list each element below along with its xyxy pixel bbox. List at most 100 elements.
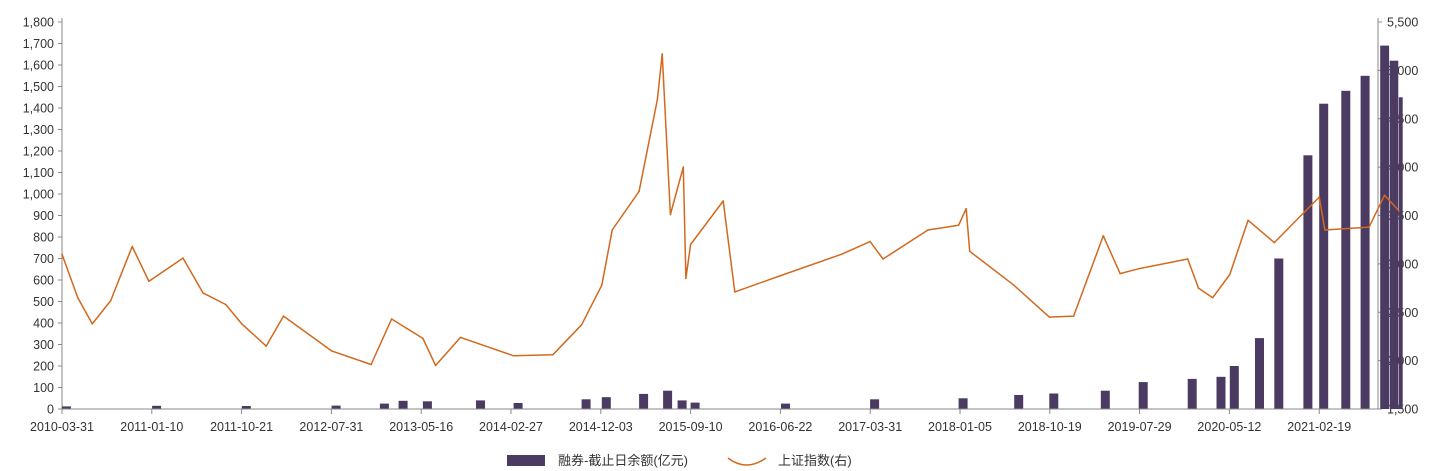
line-point <box>1119 272 1121 275</box>
x-axis: 2010-03-31 2011-01-10 2011-10-21 2012-07-31… <box>30 408 1378 434</box>
x-axis-tick-label: 2018-10-19 <box>1018 420 1082 434</box>
x-axis-tick-label: 2016-06-22 <box>748 420 812 434</box>
line-point <box>1273 241 1276 244</box>
bar <box>1303 155 1313 409</box>
left-axis-tick-label: 400 <box>33 317 54 331</box>
line-point <box>638 190 640 193</box>
line-point <box>91 323 94 325</box>
line-point <box>685 277 687 280</box>
line-point <box>722 200 724 202</box>
bar <box>663 390 673 409</box>
line-point <box>109 299 112 302</box>
line-point <box>1048 316 1051 318</box>
bar <box>422 401 432 409</box>
line-point <box>1197 287 1200 289</box>
right-axis-tick-label: 5,500 <box>1387 16 1418 30</box>
left-axis-tick-label: 1,300 <box>23 123 54 137</box>
x-axis-tick-label: 2017-03-31 <box>838 420 902 434</box>
bar <box>781 403 790 409</box>
left-axis-tick-label: 1,800 <box>23 16 54 30</box>
x-axis-tick-label: 2015-09-10 <box>659 420 723 434</box>
left-axis-tick-label: 1,000 <box>23 188 54 202</box>
left-axis-tick-label: 1,200 <box>23 145 54 159</box>
x-axis-tick-label: 2021-02-19 <box>1287 420 1351 434</box>
x-axis-tick-label: 2014-02-27 <box>479 420 543 434</box>
line-point <box>552 354 554 356</box>
line-point <box>1398 209 1400 212</box>
bar <box>870 399 880 409</box>
x-axis-tick-label: 2013-05-16 <box>389 420 453 434</box>
legend-bar-swatch <box>507 455 545 466</box>
line-point <box>1137 267 1140 270</box>
line-point <box>241 323 243 325</box>
bar <box>1049 393 1059 409</box>
bar <box>1100 390 1110 409</box>
bar <box>1138 382 1148 409</box>
line-series <box>61 53 1400 367</box>
line-point <box>682 166 685 168</box>
line-point <box>131 245 133 248</box>
left-axis-tick-label: 200 <box>33 360 54 374</box>
line-point <box>265 345 268 347</box>
line-point <box>601 284 603 287</box>
bar <box>639 393 649 409</box>
bar <box>1360 75 1370 410</box>
x-axis-tick-label: 2011-10-21 <box>210 420 273 434</box>
bar <box>1380 45 1390 409</box>
legend-line-label: 上证指数(右) <box>778 453 852 468</box>
line-point <box>661 53 663 55</box>
line-point <box>1211 296 1214 299</box>
left-axis-tick-label: 800 <box>33 231 54 245</box>
left-axis: 0 100 200 300 400 500 600 700 800 900 1,000 1,100 1,… <box>23 16 63 417</box>
line-point <box>965 207 967 210</box>
left-axis-tick-label: 900 <box>33 209 54 223</box>
left-axis-tick-label: 1,100 <box>23 166 54 180</box>
bar <box>1229 366 1239 409</box>
line-point <box>780 274 782 277</box>
line-point <box>957 224 960 226</box>
line-point <box>669 213 672 216</box>
bar <box>62 406 71 409</box>
bar <box>690 402 700 409</box>
line-point <box>1072 315 1075 317</box>
bar <box>1341 90 1351 410</box>
line-point <box>1247 219 1249 222</box>
left-axis-tick-label: 1,400 <box>23 102 54 116</box>
line-point <box>1368 226 1370 228</box>
x-axis-tick-label: 2019-07-29 <box>1108 420 1172 434</box>
bar <box>379 403 389 409</box>
bar <box>476 400 485 409</box>
left-axis-tick-label: 1,600 <box>23 59 54 73</box>
line-point <box>1186 258 1189 260</box>
legend: 融券-截止日余额(亿元) 上证指数(右) <box>507 453 852 468</box>
line-point <box>370 363 372 366</box>
line-point <box>459 336 462 339</box>
line-point <box>1318 196 1320 198</box>
left-axis-tick-label: 1,500 <box>23 80 54 94</box>
bar <box>581 399 591 409</box>
line-point <box>580 324 583 326</box>
line-point <box>512 355 515 357</box>
line-point <box>77 296 79 299</box>
bar <box>677 400 687 409</box>
line-point <box>61 253 63 255</box>
x-axis-tick-label: 2014-12-03 <box>569 420 633 434</box>
bar <box>601 397 611 409</box>
line-point <box>840 253 843 255</box>
line-point <box>656 98 659 101</box>
legend-bar-label: 融券-截止日余额(亿元) <box>558 453 688 468</box>
bar <box>1389 60 1399 409</box>
line-point <box>869 240 871 243</box>
x-axis-tick-label: 2011-01-10 <box>120 420 183 434</box>
line-point <box>182 257 184 259</box>
bar-series <box>62 45 1403 410</box>
line-point <box>202 292 204 294</box>
line-point <box>330 350 333 352</box>
line-point <box>148 280 150 283</box>
line-point <box>390 318 393 320</box>
x-axis-tick-label: 2018-01-05 <box>928 420 992 434</box>
line-point <box>224 303 227 306</box>
bar <box>513 403 523 409</box>
x-axis-tick-label: 2010-03-31 <box>30 420 94 434</box>
